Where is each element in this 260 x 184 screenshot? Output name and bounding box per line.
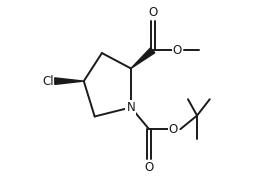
Polygon shape <box>55 78 84 84</box>
Text: N: N <box>127 101 135 114</box>
Text: O: O <box>148 6 157 19</box>
Text: O: O <box>172 44 182 57</box>
Text: O: O <box>144 161 154 174</box>
Text: Cl: Cl <box>42 75 54 88</box>
Polygon shape <box>131 48 155 68</box>
Text: O: O <box>169 123 178 136</box>
